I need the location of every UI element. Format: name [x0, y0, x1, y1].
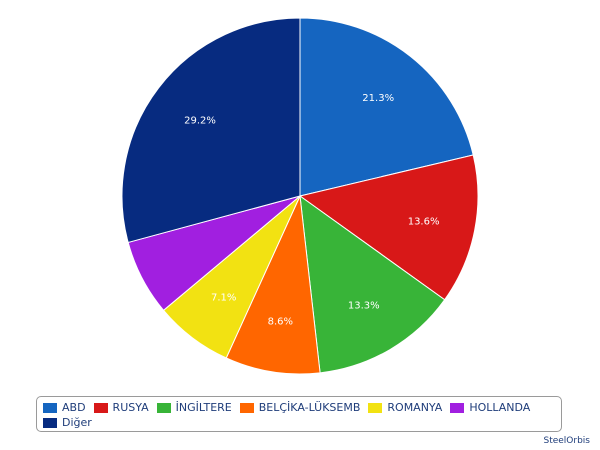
legend-swatch — [43, 402, 57, 413]
legend-item-3[interactable]: BELÇİKA-LÜKSEMB — [239, 400, 361, 415]
legend-label: Diğer — [62, 416, 92, 429]
legend-item-1[interactable]: RUSYA — [93, 400, 149, 415]
pie-slice-6 — [121, 17, 301, 244]
legend-swatch — [368, 402, 383, 413]
slice-label-3: 8.6% — [268, 316, 293, 327]
legend-item-0[interactable]: ABD — [43, 400, 86, 415]
legend-label: RUSYA — [112, 401, 149, 414]
pie-slice-3 — [225, 194, 321, 375]
legend-label: ROMANYA — [387, 401, 443, 414]
legend: ABD RUSYA İNGİLTERE BELÇİKA-LÜKSEMB ROMANYA H… — [36, 396, 562, 432]
slice-label-0: 21.3% — [362, 93, 394, 104]
slice-label-2: 13.3% — [348, 301, 380, 312]
pie-labels: 21.3% 13.6% 13.3% 8.6% 7.1% 29.2% — [184, 93, 439, 327]
pie-slices — [121, 17, 479, 375]
slice-label-1: 13.6% — [408, 216, 440, 227]
legend-swatch — [156, 402, 171, 413]
legend-item-5[interactable]: HOLLANDA — [450, 400, 530, 415]
legend-item-4[interactable]: ROMANYA — [368, 400, 442, 415]
legend-swatch — [43, 417, 57, 428]
legend-label: HOLLANDA — [469, 401, 531, 414]
watermark: SteelOrbis — [543, 436, 590, 446]
pie-slice-0 — [299, 17, 474, 197]
slice-label-6: 29.2% — [184, 115, 216, 126]
pie-slice-2 — [299, 194, 446, 374]
legend-label: BELÇİKA-LÜKSEMB — [258, 401, 361, 414]
legend-swatch — [93, 402, 108, 413]
pie-slice-1 — [298, 154, 479, 301]
legend-item-6[interactable]: Diğer — [43, 415, 92, 430]
legend-label: İNGİLTERE — [175, 401, 232, 414]
legend-label: ABD — [62, 401, 86, 414]
legend-swatch — [450, 402, 465, 413]
legend-swatch — [239, 402, 254, 413]
slice-label-4: 7.1% — [211, 292, 236, 303]
legend-item-2[interactable]: İNGİLTERE — [156, 400, 232, 415]
